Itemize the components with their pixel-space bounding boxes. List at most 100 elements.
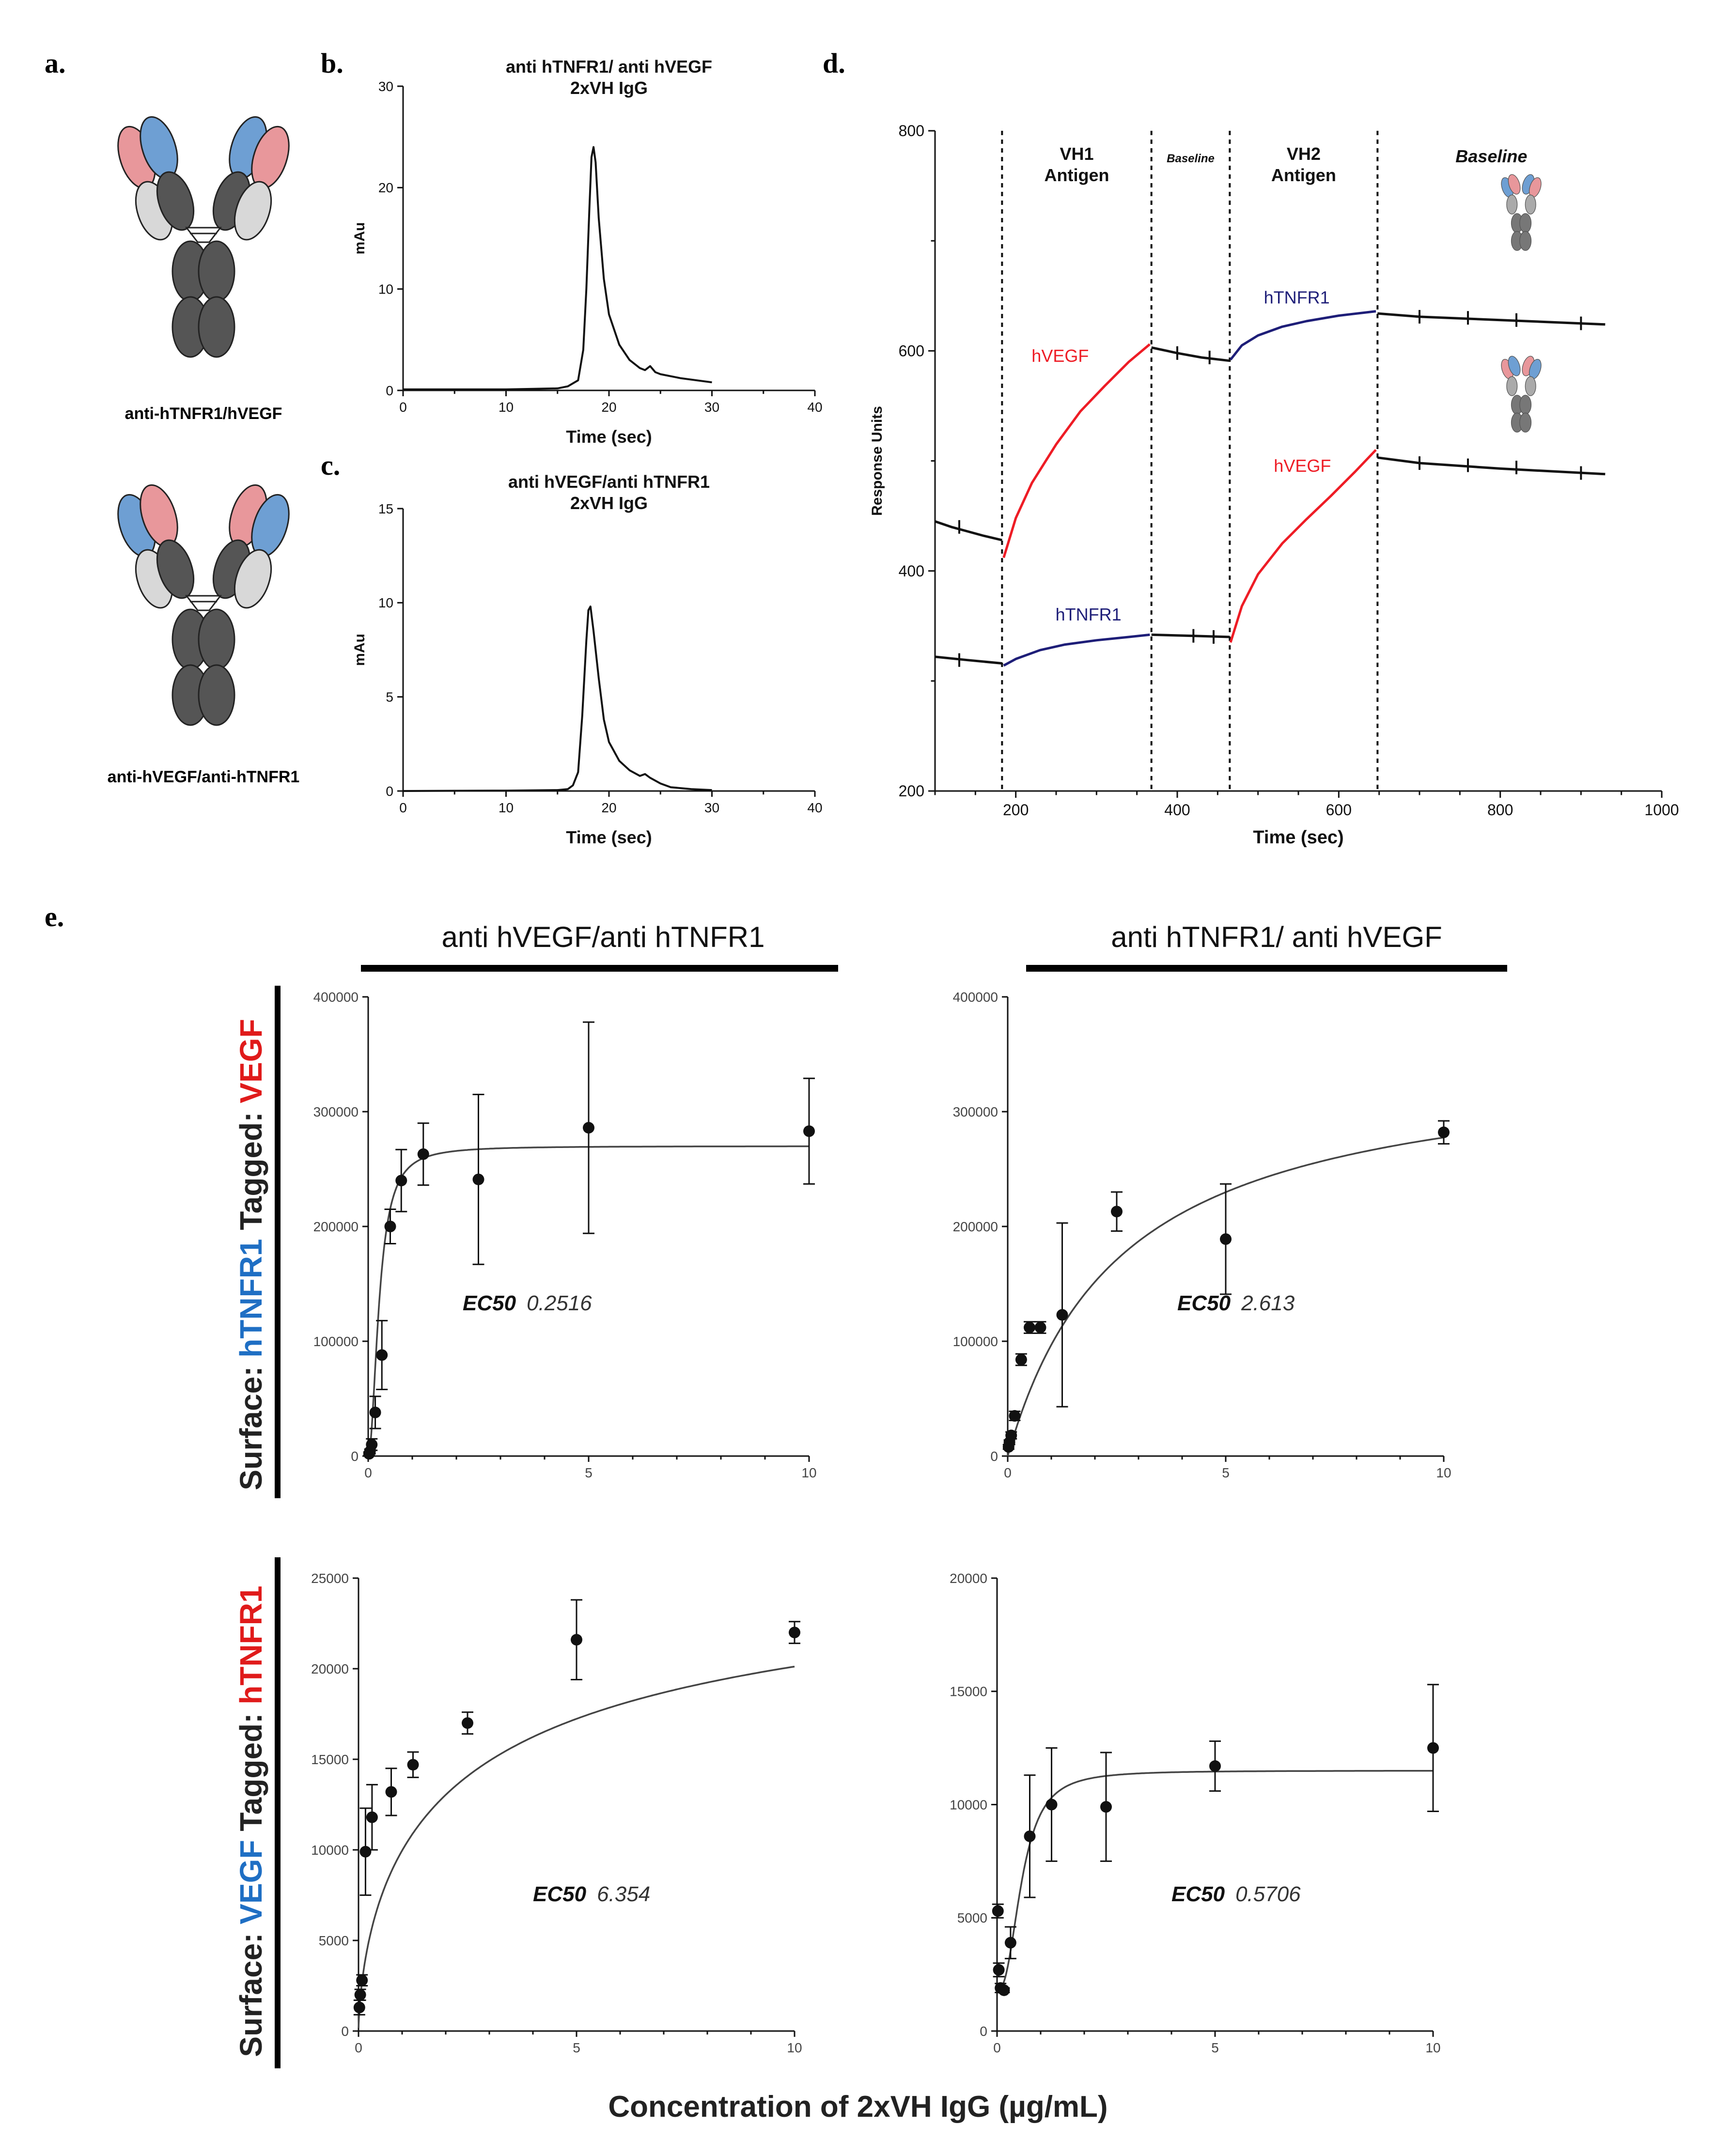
data-point bbox=[353, 2001, 365, 2014]
x-tick-label: 0 bbox=[399, 400, 407, 415]
x-tick-label: 5 bbox=[1211, 2040, 1219, 2055]
antibody-diagram-1 bbox=[117, 116, 290, 358]
x-tick-label: 0 bbox=[355, 2040, 362, 2055]
series-hTNFR1 bbox=[1230, 310, 1376, 361]
row-label-bottom-part-1: VEGF bbox=[234, 1840, 268, 1924]
data-point bbox=[993, 1964, 1005, 1976]
x-tick-label: 30 bbox=[704, 800, 719, 815]
data-point bbox=[1100, 1801, 1112, 1813]
y-tick-label: 200 bbox=[899, 782, 924, 800]
row-label-bottom-part-0: Surface: bbox=[234, 1924, 268, 2057]
data-point bbox=[571, 1634, 582, 1646]
series-hVEGF bbox=[1002, 343, 1151, 558]
x-tick-label: 0 bbox=[399, 800, 407, 815]
data-point bbox=[1209, 1760, 1221, 1772]
phase-label-line2: Antigen bbox=[1045, 165, 1109, 185]
row-label-top-bar bbox=[275, 986, 281, 1498]
data-point bbox=[1005, 1429, 1017, 1442]
ec50-label: EC50 bbox=[1177, 1291, 1231, 1315]
y-tick-label: 15000 bbox=[311, 1752, 349, 1767]
chart-title: anti hTNFR1/ anti hVEGF bbox=[506, 57, 712, 77]
fit-curve bbox=[367, 1145, 809, 1457]
x-tick-label: 10 bbox=[499, 400, 514, 415]
panel-label-d: d. bbox=[823, 47, 845, 79]
data-point bbox=[998, 1984, 1010, 1996]
data-point bbox=[1004, 1937, 1016, 1949]
chart-e2-binding-curve: 0 5 10 0 100000 200000 300000 400000 EC50 2.613 bbox=[953, 990, 1451, 1480]
x-tick-label: 20 bbox=[601, 800, 616, 815]
ec50-value: 2.613 bbox=[1241, 1291, 1295, 1315]
group-title-left: anti hVEGF/anti hTNFR1 bbox=[442, 921, 765, 953]
x-tick-label: 5 bbox=[573, 2040, 580, 2055]
chart-subtitle: 2xVH IgG bbox=[570, 493, 648, 513]
data-point bbox=[376, 1349, 388, 1361]
data-point bbox=[1024, 1321, 1035, 1334]
row-label-bottom: Surface: VEGF Tagged: hTNFR1 bbox=[234, 1585, 268, 2057]
row-label-top-part-3: VEGF bbox=[234, 1019, 268, 1103]
antibody-caption-2: anti-hVEGF/anti-hTNFR1 bbox=[108, 768, 300, 786]
data-point bbox=[472, 1173, 484, 1185]
ec50-annotation: EC50 0.2516 bbox=[463, 1291, 592, 1315]
y-tick-label: 20 bbox=[378, 180, 393, 195]
series-top-baseline-3 bbox=[1377, 312, 1606, 326]
ec50-annotation: EC50 0.5706 bbox=[1171, 1882, 1301, 1906]
row-label-top-part-2: Tagged: bbox=[234, 1103, 268, 1239]
x-axis-label: Time (sec) bbox=[566, 427, 652, 447]
ec50-value: 0.2516 bbox=[527, 1291, 592, 1315]
x-tick-label: 1000 bbox=[1644, 801, 1679, 819]
chart-e4-binding-curve: 0 5 10 0 5000 10000 15000 20000 EC50 0.5706 bbox=[950, 1571, 1440, 2055]
y-tick-label: 10 bbox=[378, 281, 393, 296]
data-point bbox=[1024, 1830, 1036, 1842]
data-point bbox=[384, 1221, 396, 1232]
y-tick-label: 300000 bbox=[953, 1104, 998, 1119]
x-tick-label: 600 bbox=[1326, 801, 1352, 819]
x-tick-label: 800 bbox=[1487, 801, 1513, 819]
x-tick-label: 0 bbox=[364, 1465, 372, 1480]
y-tick-label: 0 bbox=[386, 784, 393, 799]
x-tick-label: 40 bbox=[807, 800, 822, 815]
sensorgram-antibody-icon-bottom bbox=[1501, 356, 1542, 433]
x-tick-label: 40 bbox=[807, 400, 822, 415]
row-label-top: Surface: hTNFR1 Tagged: VEGF bbox=[234, 1019, 268, 1490]
y-tick-label: 0 bbox=[990, 1449, 998, 1464]
y-axis-label: Response Units bbox=[869, 406, 885, 516]
data-point bbox=[1056, 1309, 1068, 1321]
x-tick-label: 10 bbox=[1436, 1465, 1451, 1480]
x-tick-label: 10 bbox=[499, 800, 514, 815]
data-point bbox=[359, 1846, 372, 1858]
y-tick-label: 0 bbox=[341, 2024, 349, 2039]
chart-c-sec-trace: 0 10 20 30 40 0 5 10 15 anti hVEGF/anti hTNFR12xV… bbox=[352, 472, 823, 847]
chart-b-sec-trace: 0 10 20 30 40 0 10 20 30 anti hTNFR1/ anti hVEGF2… bbox=[352, 57, 823, 447]
ec50-annotation: EC50 2.613 bbox=[1177, 1291, 1295, 1315]
phase-label: Baseline bbox=[1455, 146, 1527, 166]
data-point bbox=[1427, 1742, 1439, 1754]
y-tick-label: 0 bbox=[386, 383, 393, 398]
y-tick-label: 15000 bbox=[950, 1684, 987, 1699]
data-point bbox=[1009, 1410, 1021, 1422]
y-tick-label: 20000 bbox=[950, 1571, 987, 1586]
data-point bbox=[395, 1175, 407, 1187]
series-bottom-baseline-3 bbox=[1377, 456, 1606, 476]
y-axis-label: mAu bbox=[352, 634, 368, 666]
data-point bbox=[1438, 1126, 1450, 1138]
y-tick-label: 5 bbox=[386, 689, 393, 704]
data-point bbox=[462, 1717, 473, 1729]
y-tick-label: 5000 bbox=[319, 1933, 349, 1948]
data-point bbox=[583, 1122, 594, 1134]
x-tick-label: 200 bbox=[1003, 801, 1029, 819]
y-tick-label: 200000 bbox=[313, 1219, 359, 1234]
ec50-label: EC50 bbox=[533, 1882, 587, 1906]
y-axis-label: mAu bbox=[352, 222, 368, 255]
data-point bbox=[1015, 1353, 1027, 1365]
series-hVEGF bbox=[1229, 449, 1377, 643]
x-axis-label: Time (sec) bbox=[1253, 827, 1343, 848]
series-annotation: hTNFR1 bbox=[1056, 605, 1122, 624]
ec50-label: EC50 bbox=[1171, 1882, 1225, 1906]
y-tick-label: 15 bbox=[378, 501, 393, 516]
row-label-top-part-0: Surface: bbox=[234, 1358, 268, 1490]
panel-label-b: b. bbox=[321, 47, 343, 79]
ec50-label: EC50 bbox=[463, 1291, 516, 1315]
group-title-left-bar bbox=[361, 965, 838, 972]
phase-label: Baseline bbox=[1167, 152, 1215, 165]
